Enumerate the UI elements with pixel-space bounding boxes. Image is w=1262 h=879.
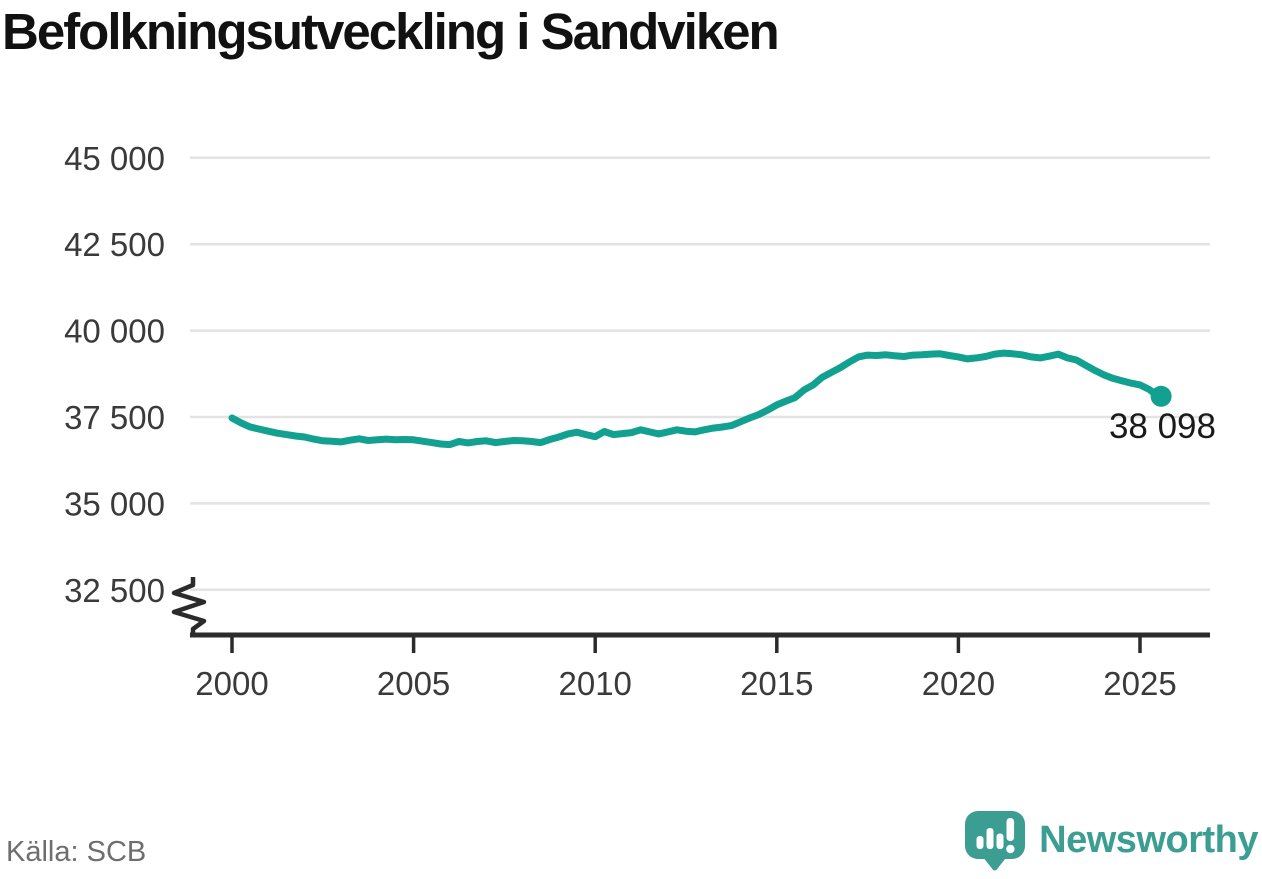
y-tick-label: 37 500: [64, 399, 165, 436]
speech-bubble-shape: [965, 811, 1026, 871]
bar-chart-bar-2: [986, 828, 994, 849]
population-line: [228, 349, 1165, 449]
bar-chart-bar-3: [996, 833, 1004, 849]
y-tick-label: 32 500: [64, 572, 165, 609]
y-tick-label: 40 000: [64, 313, 165, 350]
y-tick-label: 35 000: [64, 485, 165, 522]
x-tick-label: 2000: [195, 665, 268, 702]
newsworthy-logo-text: Newsworthy: [1039, 818, 1258, 861]
newsworthy-logo: Newsworthy: [963, 809, 1258, 871]
y-axis-break: [171, 577, 207, 635]
newsworthy-logo-icon: [965, 811, 1026, 871]
end-point-dot: [1150, 385, 1172, 407]
x-tick-label: 2025: [1103, 665, 1176, 702]
end-value-label: 38 098: [1109, 407, 1216, 446]
y-tick-label: 42 500: [64, 226, 165, 263]
y-tick-label: 45 000: [64, 140, 165, 177]
chart-title: Befolkningsutveckling i Sandviken: [2, 3, 780, 60]
x-tick-label: 2005: [377, 665, 450, 702]
x-tick-label: 2020: [922, 665, 995, 702]
x-tick-label: 2015: [740, 665, 813, 702]
x-tick-label: 2010: [558, 665, 631, 702]
bar-chart-bar-1: [976, 836, 984, 849]
exclamation-bar: [1006, 818, 1015, 841]
source-note: Källa: SCB: [6, 836, 147, 868]
exclamation-dot: [1006, 844, 1015, 854]
